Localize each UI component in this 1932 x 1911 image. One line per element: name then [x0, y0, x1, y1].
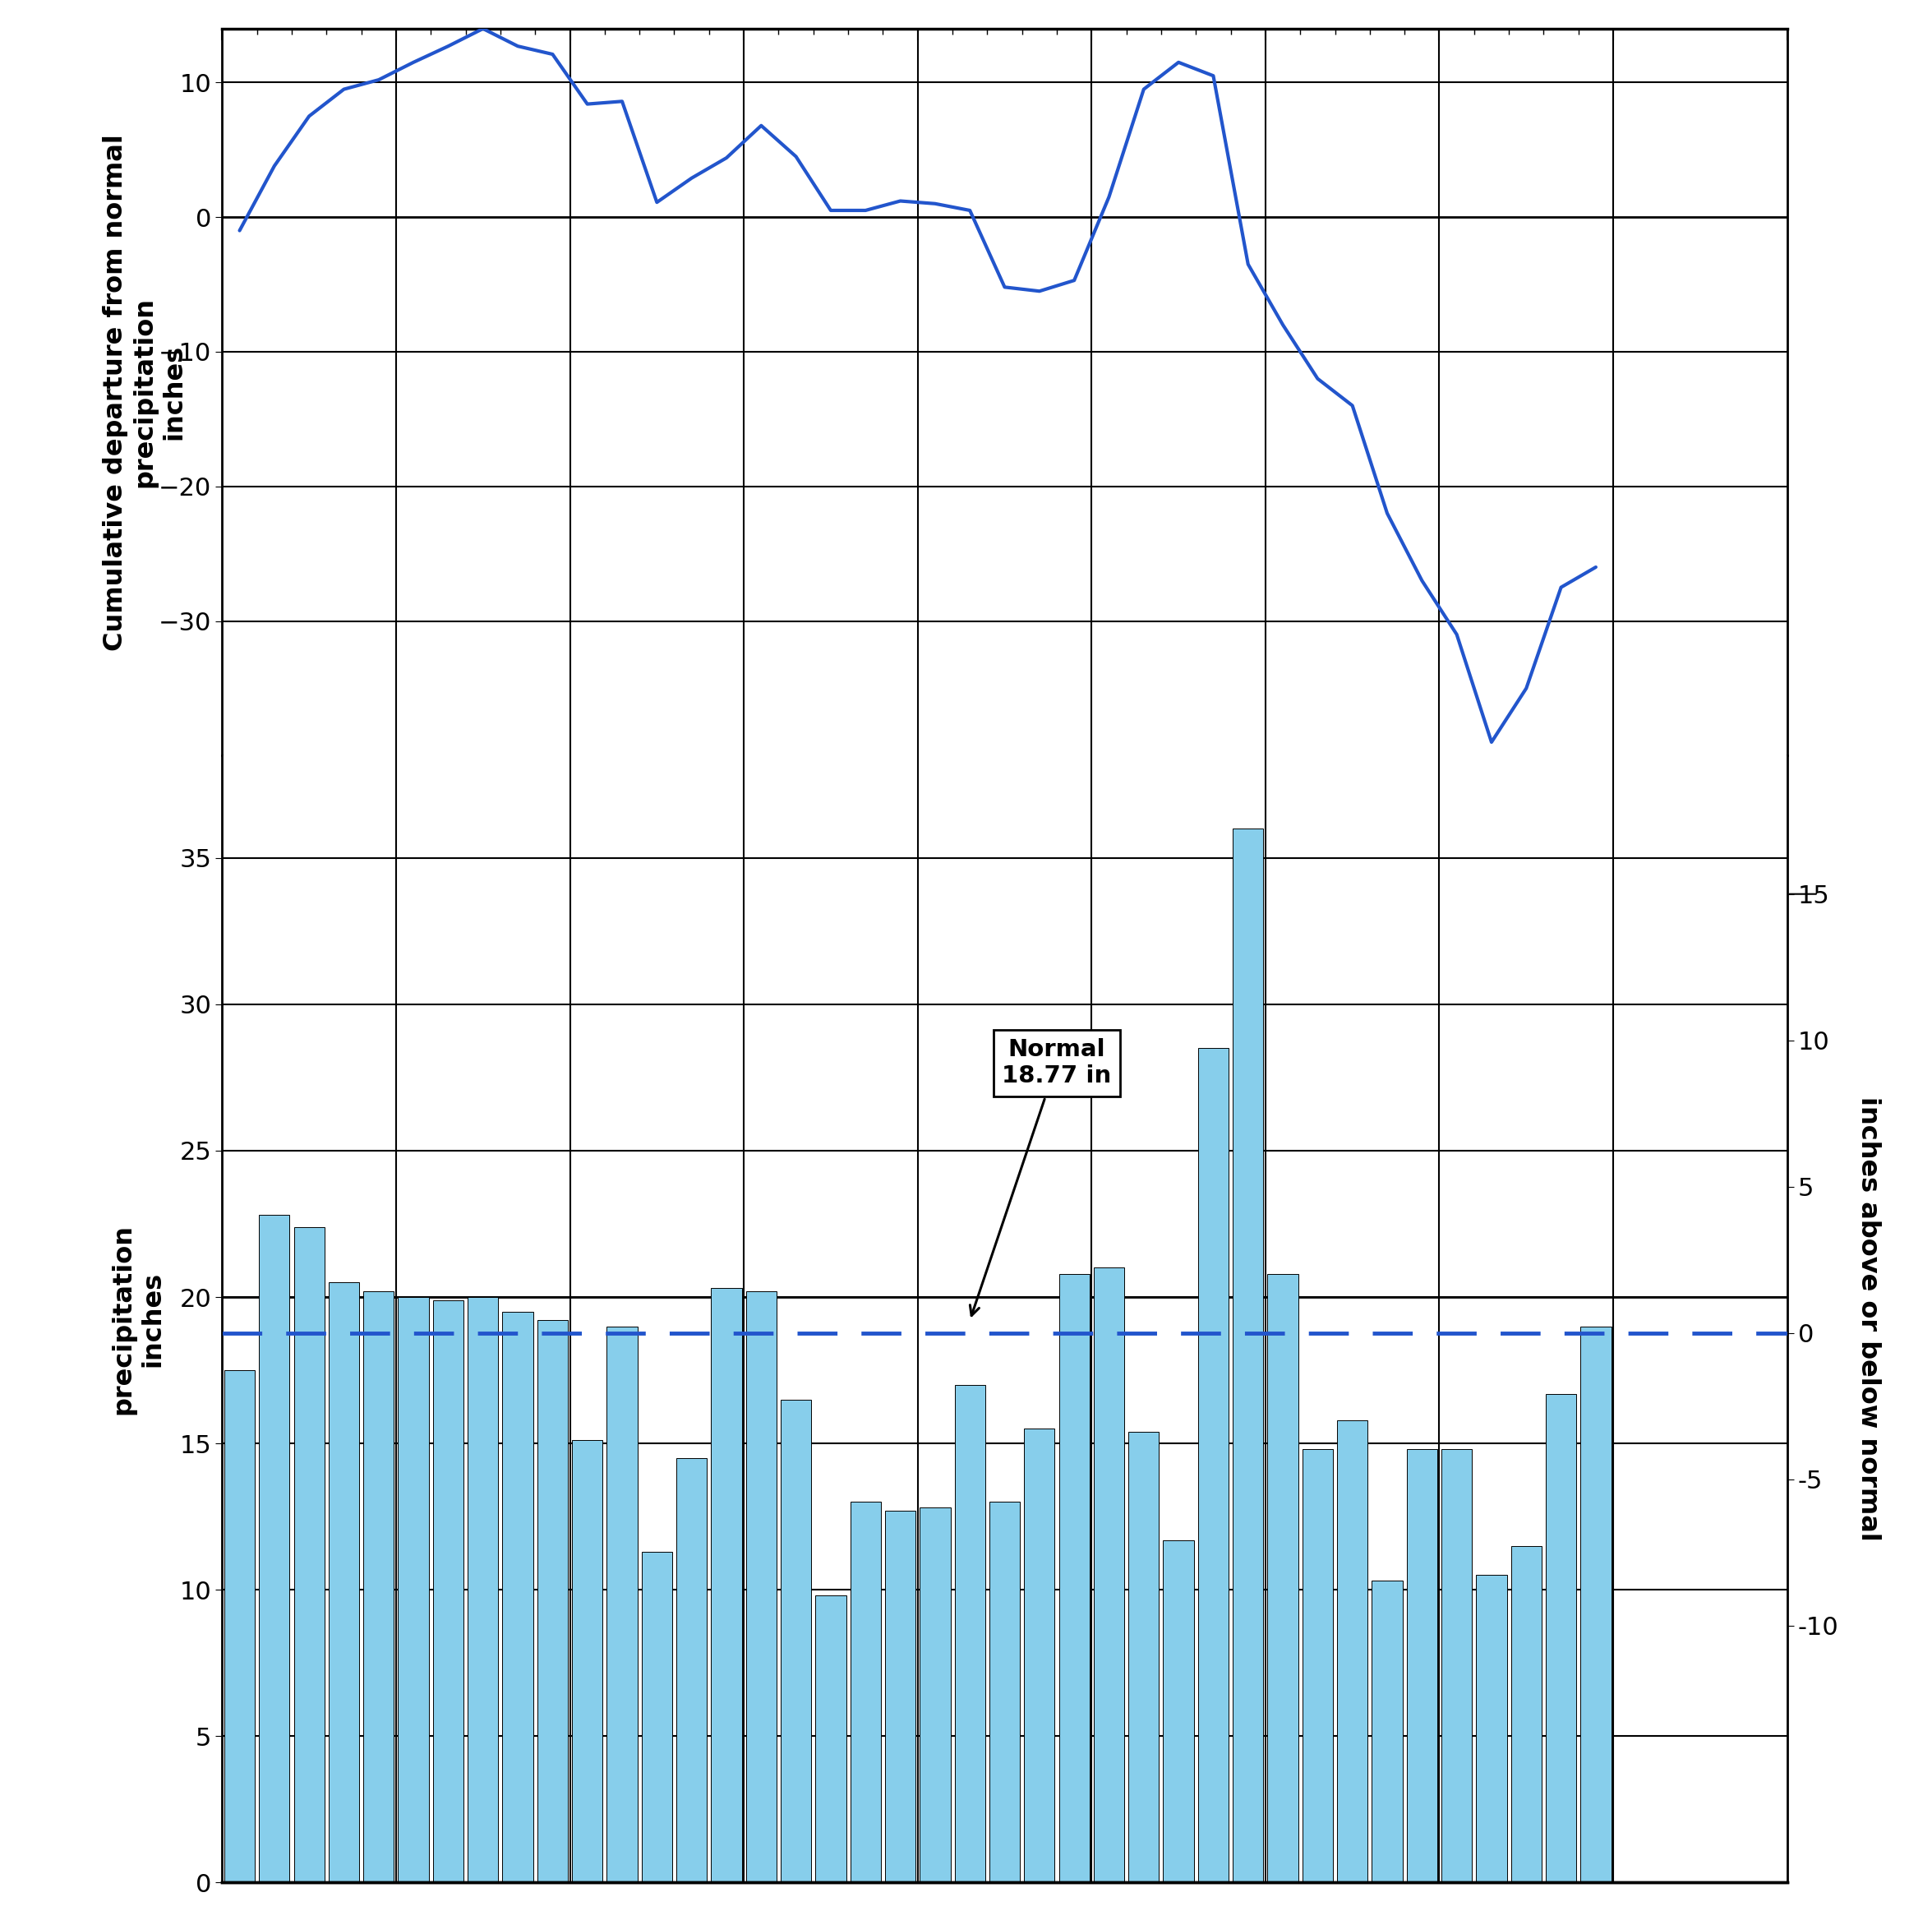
Bar	[1372, 1580, 1403, 1882]
Bar	[746, 1292, 777, 1882]
Bar	[1128, 1431, 1159, 1882]
Bar	[294, 1227, 325, 1882]
Bar	[1163, 1540, 1194, 1882]
Bar	[641, 1552, 672, 1882]
Bar	[850, 1502, 881, 1882]
Bar	[607, 1326, 638, 1882]
Bar	[711, 1288, 742, 1882]
Y-axis label: precipitation
inches: precipitation inches	[110, 1223, 166, 1414]
Bar	[1198, 1049, 1229, 1882]
Bar	[1511, 1546, 1542, 1882]
Bar	[363, 1292, 394, 1882]
Y-axis label: inches above or below normal: inches above or below normal	[1857, 1097, 1882, 1542]
Bar	[1441, 1449, 1472, 1882]
Bar	[502, 1311, 533, 1882]
Bar	[1546, 1393, 1577, 1882]
Bar	[920, 1508, 951, 1882]
Bar	[328, 1282, 359, 1882]
Y-axis label: Cumulative departure from normal
precipitation
inches: Cumulative departure from normal precipi…	[102, 134, 187, 650]
Bar	[433, 1299, 464, 1882]
Bar	[1476, 1575, 1507, 1882]
Bar	[224, 1370, 255, 1882]
Bar	[572, 1441, 603, 1882]
Bar	[1094, 1267, 1124, 1882]
Bar	[1267, 1273, 1298, 1882]
Bar	[815, 1596, 846, 1882]
Bar	[1059, 1273, 1090, 1882]
Bar	[1233, 829, 1264, 1882]
Bar	[537, 1321, 568, 1882]
Bar	[1024, 1429, 1055, 1882]
Bar	[885, 1512, 916, 1882]
Bar	[676, 1458, 707, 1882]
Bar	[259, 1215, 290, 1882]
Bar	[989, 1502, 1020, 1882]
Bar	[1580, 1326, 1611, 1882]
Bar	[1406, 1449, 1437, 1882]
Text: Normal
18.77 in: Normal 18.77 in	[970, 1038, 1111, 1315]
Bar	[781, 1399, 811, 1882]
Bar	[1337, 1420, 1368, 1882]
Bar	[1302, 1449, 1333, 1882]
Bar	[954, 1385, 985, 1882]
Bar	[468, 1298, 498, 1882]
Bar	[398, 1298, 429, 1882]
